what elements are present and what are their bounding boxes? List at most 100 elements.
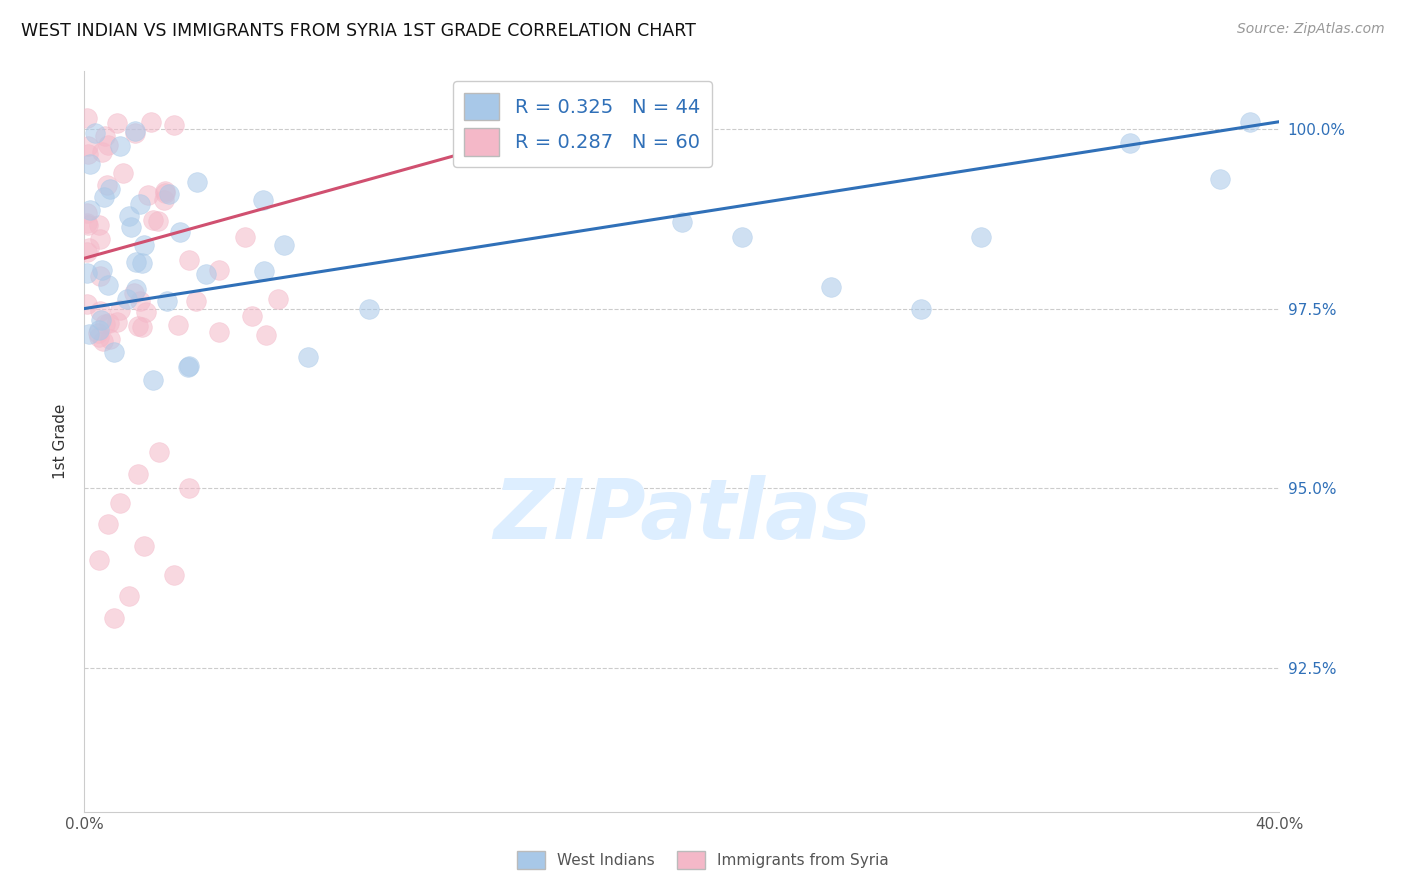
Legend: R = 0.325   N = 44, R = 0.287   N = 60: R = 0.325 N = 44, R = 0.287 N = 60 — [453, 81, 711, 167]
Point — [132, 237, 155, 252]
Point — [177, 481, 200, 495]
Point — [132, 539, 156, 553]
Point — [163, 567, 186, 582]
Point — [731, 229, 754, 244]
Point — [105, 116, 128, 130]
Point — [267, 292, 290, 306]
Point — [135, 305, 157, 319]
Point — [108, 302, 131, 317]
Point — [118, 589, 141, 603]
Point — [254, 327, 277, 342]
Point — [76, 296, 98, 310]
Point — [103, 344, 125, 359]
Point — [90, 145, 112, 160]
Point — [76, 216, 98, 230]
Point — [121, 220, 143, 235]
Point — [1239, 114, 1261, 128]
Point — [128, 196, 150, 211]
Point — [177, 359, 200, 374]
Point — [252, 194, 274, 208]
Point — [163, 118, 186, 132]
Point — [89, 232, 111, 246]
Y-axis label: 1st Grade: 1st Grade — [53, 404, 69, 479]
Point — [131, 256, 153, 270]
Point — [96, 178, 118, 192]
Point — [91, 263, 114, 277]
Point — [208, 262, 231, 277]
Point — [184, 294, 207, 309]
Point — [124, 126, 146, 140]
Point — [89, 553, 111, 567]
Point — [233, 230, 256, 244]
Point — [127, 467, 149, 481]
Point — [89, 330, 111, 344]
Point — [89, 268, 111, 283]
Point — [131, 320, 153, 334]
Point — [97, 138, 120, 153]
Point — [148, 214, 170, 228]
Point — [186, 175, 208, 189]
Point — [1119, 136, 1142, 151]
Point — [103, 610, 125, 624]
Point — [76, 245, 98, 260]
Point — [142, 373, 165, 387]
Point — [125, 282, 148, 296]
Point — [79, 156, 101, 170]
Point — [87, 218, 110, 232]
Point — [167, 318, 190, 333]
Point — [297, 350, 319, 364]
Point — [136, 188, 159, 202]
Point — [910, 301, 932, 316]
Point — [90, 312, 112, 326]
Point — [208, 325, 231, 339]
Point — [110, 495, 132, 509]
Point — [86, 326, 108, 340]
Point — [98, 182, 121, 196]
Point — [177, 252, 200, 267]
Point — [89, 323, 111, 337]
Point — [89, 304, 111, 318]
Point — [76, 146, 98, 161]
Point — [157, 187, 180, 202]
Point — [77, 241, 100, 255]
Point — [195, 267, 218, 281]
Point — [128, 293, 150, 308]
Point — [98, 317, 121, 331]
Point — [142, 212, 165, 227]
Point — [77, 138, 100, 153]
Point — [118, 209, 141, 223]
Point — [76, 266, 98, 280]
Point — [153, 186, 176, 200]
Point — [76, 111, 98, 125]
Point — [156, 293, 179, 308]
Point — [273, 238, 295, 252]
Point — [79, 326, 101, 341]
Point — [127, 318, 149, 333]
Point — [77, 219, 100, 233]
Point — [177, 359, 200, 373]
Text: ZIPatlas: ZIPatlas — [494, 475, 870, 556]
Point — [105, 315, 128, 329]
Point — [98, 332, 121, 346]
Point — [124, 124, 146, 138]
Point — [155, 184, 177, 198]
Point — [79, 203, 101, 218]
Point — [169, 225, 191, 239]
Point — [153, 193, 176, 207]
Point — [76, 206, 98, 220]
Point — [111, 166, 134, 180]
Point — [253, 264, 276, 278]
Point — [671, 215, 693, 229]
Point — [117, 292, 139, 306]
Point — [94, 128, 117, 143]
Point — [93, 190, 115, 204]
Point — [108, 139, 131, 153]
Point — [240, 309, 263, 323]
Point — [820, 280, 842, 294]
Point — [97, 517, 120, 532]
Point — [125, 254, 148, 268]
Point — [94, 317, 117, 331]
Text: Source: ZipAtlas.com: Source: ZipAtlas.com — [1237, 22, 1385, 37]
Point — [84, 126, 107, 140]
Point — [141, 115, 163, 129]
